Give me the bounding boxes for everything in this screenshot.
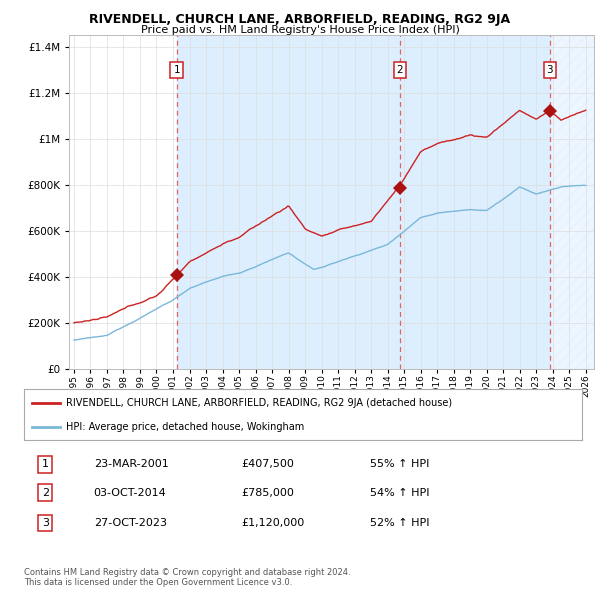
Text: £785,000: £785,000 xyxy=(242,488,295,497)
Text: 52% ↑ HPI: 52% ↑ HPI xyxy=(370,518,430,528)
Text: 2: 2 xyxy=(41,488,49,497)
Text: RIVENDELL, CHURCH LANE, ARBORFIELD, READING, RG2 9JA (detached house): RIVENDELL, CHURCH LANE, ARBORFIELD, READ… xyxy=(66,398,452,408)
Text: Price paid vs. HM Land Registry's House Price Index (HPI): Price paid vs. HM Land Registry's House … xyxy=(140,25,460,35)
Text: Contains HM Land Registry data © Crown copyright and database right 2024.
This d: Contains HM Land Registry data © Crown c… xyxy=(24,568,350,587)
Bar xyxy=(176,35,550,369)
Text: HPI: Average price, detached house, Wokingham: HPI: Average price, detached house, Woki… xyxy=(66,422,304,432)
Text: 1: 1 xyxy=(173,65,180,76)
Text: £407,500: £407,500 xyxy=(242,460,295,469)
Text: 03-OCT-2014: 03-OCT-2014 xyxy=(94,488,167,497)
Text: 27-OCT-2023: 27-OCT-2023 xyxy=(94,518,167,528)
Text: 55% ↑ HPI: 55% ↑ HPI xyxy=(370,460,430,469)
Text: 3: 3 xyxy=(42,518,49,528)
Text: 3: 3 xyxy=(547,65,553,76)
Text: 54% ↑ HPI: 54% ↑ HPI xyxy=(370,488,430,497)
Text: 23-MAR-2001: 23-MAR-2001 xyxy=(94,460,169,469)
Text: RIVENDELL, CHURCH LANE, ARBORFIELD, READING, RG2 9JA: RIVENDELL, CHURCH LANE, ARBORFIELD, READ… xyxy=(89,13,511,26)
Text: 2: 2 xyxy=(397,65,403,76)
Text: £1,120,000: £1,120,000 xyxy=(242,518,305,528)
Text: 1: 1 xyxy=(42,460,49,469)
Bar xyxy=(550,35,594,369)
